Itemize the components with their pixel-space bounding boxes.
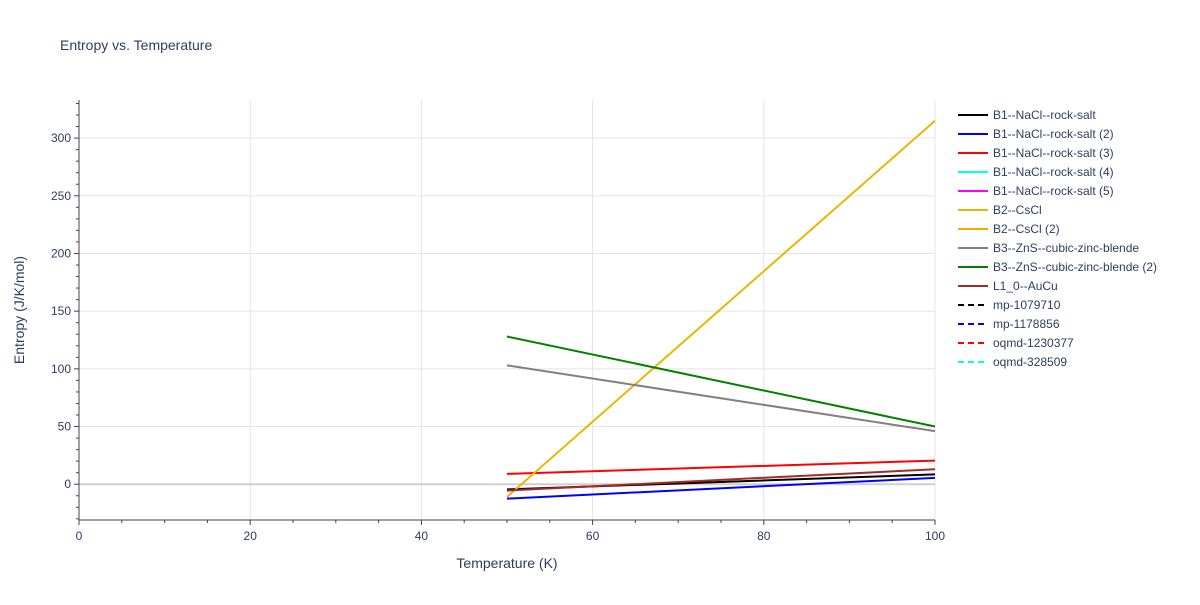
x-tick-label: 80 (757, 529, 771, 543)
x-tick-label: 20 (244, 529, 258, 543)
legend-item[interactable]: B1--NaCl--rock-salt (2) (958, 127, 1114, 141)
series-line-1 (506, 476, 936, 500)
series-line-8 (506, 335, 936, 428)
legend-item[interactable]: oqmd-1230377 (958, 336, 1074, 350)
x-axis-title: Temperature (K) (456, 555, 557, 571)
legend-item[interactable]: B2--CsCl (958, 203, 1042, 217)
legend-item[interactable]: B1--NaCl--rock-salt (958, 108, 1096, 122)
y-axis-title: Entropy (J/K/mol) (11, 256, 27, 364)
legend-label: mp-1178856 (993, 317, 1060, 331)
legend-item[interactable]: oqmd-328509 (958, 355, 1067, 369)
legend-label: B1--NaCl--rock-salt (5) (993, 184, 1114, 198)
y-tick-label: 50 (58, 420, 72, 434)
legend-item[interactable]: mp-1079710 (958, 298, 1061, 312)
legend-label: B1--NaCl--rock-salt (993, 108, 1096, 122)
legend-item[interactable]: B1--NaCl--rock-salt (5) (958, 184, 1114, 198)
y-tick-label: 300 (51, 131, 71, 145)
legend-label: B1--NaCl--rock-salt (4) (993, 165, 1114, 179)
legend-item[interactable]: mp-1178856 (958, 317, 1060, 331)
legend-item[interactable]: B1--NaCl--rock-salt (3) (958, 146, 1114, 160)
x-tick-label: 0 (76, 529, 83, 543)
legend-item[interactable]: B3--ZnS--cubic-zinc-blende (958, 241, 1139, 255)
legend-label: B3--ZnS--cubic-zinc-blende (2) (993, 260, 1157, 274)
legend-label: B1--NaCl--rock-salt (3) (993, 146, 1114, 160)
legend-item[interactable]: B2--CsCl (2) (958, 222, 1060, 236)
legend-label: L1_0--AuCu (993, 279, 1058, 293)
x-tick-label: 60 (586, 529, 600, 543)
legend-item[interactable]: L1_0--AuCu (958, 279, 1058, 293)
x-tick-label: 100 (925, 529, 945, 543)
series-line-9 (506, 468, 936, 492)
series-line-2 (506, 459, 936, 475)
y-tick-label: 200 (51, 246, 71, 260)
series-lines (506, 120, 936, 500)
legend-label: B2--CsCl (993, 203, 1042, 217)
legend-item[interactable]: B3--ZnS--cubic-zinc-blende (2) (958, 260, 1157, 274)
grid (79, 100, 936, 520)
legend-label: B1--NaCl--rock-salt (2) (993, 127, 1114, 141)
y-tick-label: 150 (51, 304, 71, 318)
y-tick-label: 100 (51, 362, 71, 376)
legend[interactable]: B1--NaCl--rock-salt B1--NaCl--rock-salt (… (958, 108, 1157, 369)
legend-label: oqmd-1230377 (993, 336, 1074, 350)
y-tick-label: 250 (51, 189, 71, 203)
legend-label: B3--ZnS--cubic-zinc-blende (993, 241, 1139, 255)
legend-item[interactable]: B1--NaCl--rock-salt (4) (958, 165, 1114, 179)
chart-title: Entropy vs. Temperature (60, 37, 212, 53)
legend-label: B2--CsCl (2) (993, 222, 1060, 236)
legend-label: oqmd-328509 (993, 355, 1067, 369)
series-line-5 (506, 120, 936, 498)
legend-label: mp-1079710 (993, 298, 1061, 312)
series-line-7 (506, 364, 936, 433)
x-tick-label: 40 (415, 529, 429, 543)
y-tick-label: 0 (64, 477, 71, 491)
axes: 0 20 40 60 80 100 0 50 100 150 200 250 300 (51, 100, 945, 543)
